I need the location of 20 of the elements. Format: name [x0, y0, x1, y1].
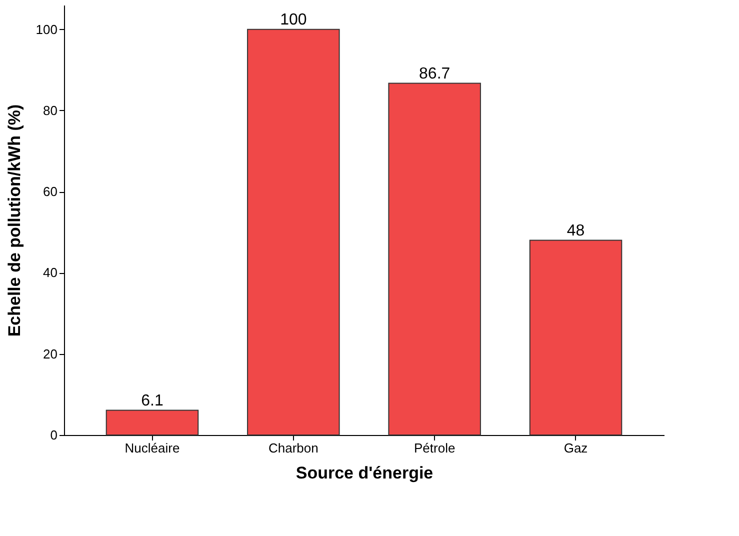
x-tick-label: Gaz — [564, 440, 588, 456]
data-label: 86.7 — [419, 65, 450, 82]
y-tick-label: 0 — [50, 428, 58, 442]
y-tick-label: 40 — [43, 265, 58, 280]
data-label: 48 — [566, 222, 585, 240]
x-tick-label: Nucléaire — [124, 440, 180, 456]
y-axis-title: Echelle de pollution/kWh (%) — [4, 104, 24, 337]
data-label: 100 — [280, 11, 307, 28]
y-tick-label: 60 — [43, 184, 58, 200]
x-tick-label: Pétrole — [414, 440, 456, 456]
x-tick-label: Charbon — [268, 440, 318, 456]
y-tick-label: 80 — [43, 102, 58, 118]
bar — [388, 82, 481, 436]
bar — [247, 28, 340, 436]
x-axis-title: Source d'énergie — [296, 464, 434, 482]
data-label: 6.1 — [141, 392, 164, 410]
y-tick-label: 20 — [43, 346, 58, 362]
bar — [106, 410, 199, 436]
bar — [529, 240, 622, 436]
y-tick-label: 100 — [36, 22, 58, 37]
